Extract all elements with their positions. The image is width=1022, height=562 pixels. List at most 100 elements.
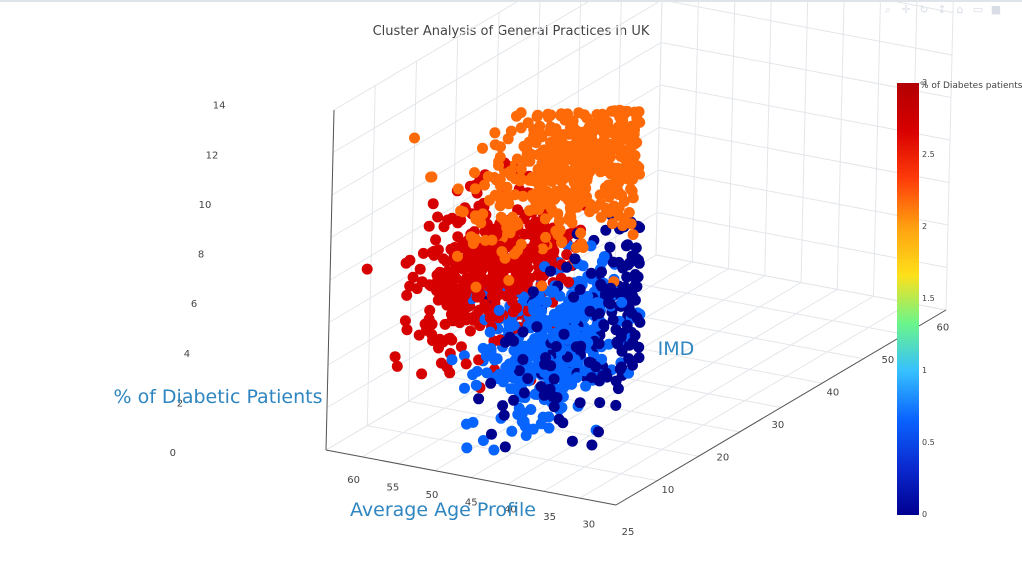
- data-point-cluster-2[interactable]: [409, 132, 420, 144]
- data-point-cluster-0[interactable]: [627, 337, 639, 348]
- data-point-cluster-1[interactable]: [598, 251, 610, 263]
- data-point-cluster-2[interactable]: [532, 109, 544, 121]
- data-point-cluster-2[interactable]: [545, 137, 557, 148]
- data-point-cluster-0[interactable]: [574, 284, 586, 295]
- data-point-cluster-0[interactable]: [499, 441, 511, 453]
- data-point-cluster-0[interactable]: [633, 257, 645, 269]
- data-point-cluster-2[interactable]: [521, 152, 533, 164]
- data-point-cluster-1[interactable]: [543, 422, 555, 434]
- data-point-cluster-2[interactable]: [550, 123, 562, 135]
- data-point-cluster-3[interactable]: [524, 227, 536, 239]
- data-point-cluster-3[interactable]: [455, 341, 467, 353]
- data-point-cluster-2[interactable]: [503, 198, 515, 210]
- data-point-cluster-0[interactable]: [600, 288, 611, 300]
- data-point-cluster-2[interactable]: [515, 107, 527, 119]
- data-point-cluster-0[interactable]: [569, 253, 581, 265]
- data-point-cluster-3[interactable]: [486, 290, 498, 302]
- data-point-cluster-0[interactable]: [616, 345, 628, 357]
- data-point-cluster-3[interactable]: [432, 211, 444, 223]
- data-point-cluster-3[interactable]: [464, 325, 476, 337]
- data-point-cluster-2[interactable]: [539, 213, 551, 225]
- data-point-cluster-2[interactable]: [590, 160, 602, 171]
- data-point-cluster-2[interactable]: [581, 112, 593, 124]
- data-point-cluster-0[interactable]: [550, 341, 562, 352]
- data-point-cluster-3[interactable]: [444, 332, 456, 344]
- data-point-cluster-2[interactable]: [540, 231, 552, 243]
- data-point-cluster-1[interactable]: [506, 371, 517, 383]
- data-point-cluster-2[interactable]: [557, 152, 569, 164]
- data-point-cluster-1[interactable]: [516, 416, 528, 428]
- data-point-cluster-2[interactable]: [631, 160, 643, 172]
- data-point-cluster-2[interactable]: [600, 202, 612, 214]
- data-point-cluster-3[interactable]: [430, 234, 442, 246]
- data-point-cluster-1[interactable]: [494, 368, 505, 380]
- data-point-cluster-3[interactable]: [401, 324, 413, 336]
- data-point-cluster-2[interactable]: [502, 133, 514, 145]
- data-point-cluster-1[interactable]: [525, 404, 537, 415]
- pan-icon[interactable]: ✛: [901, 3, 911, 16]
- data-point-cluster-0[interactable]: [626, 307, 638, 319]
- data-point-cluster-0[interactable]: [557, 417, 569, 429]
- data-point-cluster-3[interactable]: [476, 258, 488, 270]
- turntable-icon[interactable]: ↕: [937, 3, 947, 16]
- data-point-cluster-2[interactable]: [577, 126, 589, 138]
- data-point-cluster-0[interactable]: [545, 360, 557, 372]
- data-point-cluster-1[interactable]: [524, 344, 535, 356]
- data-point-cluster-2[interactable]: [634, 116, 646, 128]
- data-point-cluster-2[interactable]: [495, 211, 507, 223]
- data-point-cluster-2[interactable]: [588, 147, 600, 159]
- data-point-cluster-3[interactable]: [414, 263, 426, 275]
- data-point-cluster-0[interactable]: [617, 262, 629, 274]
- data-point-cluster-2[interactable]: [494, 151, 506, 163]
- data-point-cluster-0[interactable]: [634, 222, 646, 233]
- data-point-cluster-2[interactable]: [477, 208, 489, 220]
- data-point-cluster-1[interactable]: [493, 304, 505, 316]
- data-point-cluster-0[interactable]: [531, 321, 543, 333]
- data-point-cluster-3[interactable]: [451, 284, 463, 296]
- data-point-cluster-0[interactable]: [610, 399, 622, 411]
- data-point-cluster-2[interactable]: [617, 220, 629, 232]
- data-point-cluster-2[interactable]: [627, 229, 639, 241]
- data-point-cluster-0[interactable]: [473, 393, 485, 405]
- data-point-cluster-2[interactable]: [567, 115, 579, 127]
- data-point-cluster-2[interactable]: [470, 233, 482, 245]
- data-point-cluster-3[interactable]: [561, 249, 573, 261]
- data-point-cluster-0[interactable]: [485, 377, 497, 389]
- data-point-cluster-2[interactable]: [610, 203, 622, 215]
- data-point-cluster-3[interactable]: [505, 290, 517, 302]
- data-point-cluster-3[interactable]: [438, 221, 450, 233]
- data-point-cluster-3[interactable]: [424, 304, 436, 316]
- data-point-cluster-2[interactable]: [452, 183, 464, 195]
- data-point-cluster-0[interactable]: [604, 241, 616, 253]
- orbit-icon[interactable]: ↻: [919, 3, 929, 16]
- data-point-cluster-2[interactable]: [609, 106, 621, 118]
- data-point-cluster-2[interactable]: [537, 243, 549, 255]
- data-point-cluster-2[interactable]: [581, 173, 592, 185]
- data-point-cluster-2[interactable]: [580, 156, 592, 168]
- data-point-cluster-0[interactable]: [627, 359, 638, 371]
- data-point-cluster-2[interactable]: [479, 234, 491, 246]
- data-point-cluster-2[interactable]: [515, 238, 527, 250]
- data-point-cluster-3[interactable]: [499, 260, 511, 272]
- data-point-cluster-3[interactable]: [516, 272, 528, 284]
- data-point-cluster-1[interactable]: [481, 367, 493, 379]
- data-point-cluster-0[interactable]: [527, 286, 539, 298]
- data-point-cluster-3[interactable]: [427, 198, 439, 210]
- data-point-cluster-3[interactable]: [434, 333, 446, 345]
- data-point-cluster-2[interactable]: [580, 165, 592, 177]
- data-point-cluster-0[interactable]: [584, 305, 596, 317]
- data-point-cluster-2[interactable]: [575, 227, 587, 239]
- data-point-cluster-3[interactable]: [517, 255, 529, 267]
- data-point-cluster-0[interactable]: [504, 331, 516, 343]
- data-point-cluster-2[interactable]: [499, 252, 511, 264]
- plotly-logo-icon[interactable]: ■: [990, 3, 1002, 16]
- data-point-cluster-0[interactable]: [593, 308, 605, 319]
- data-point-cluster-0[interactable]: [574, 342, 586, 354]
- data-point-cluster-1[interactable]: [537, 331, 549, 342]
- data-point-cluster-0[interactable]: [522, 373, 534, 384]
- data-point-cluster-3[interactable]: [426, 247, 438, 259]
- data-point-cluster-3[interactable]: [446, 212, 458, 224]
- data-point-cluster-0[interactable]: [585, 357, 597, 368]
- data-point-cluster-2[interactable]: [469, 183, 481, 195]
- data-point-cluster-2[interactable]: [628, 138, 639, 150]
